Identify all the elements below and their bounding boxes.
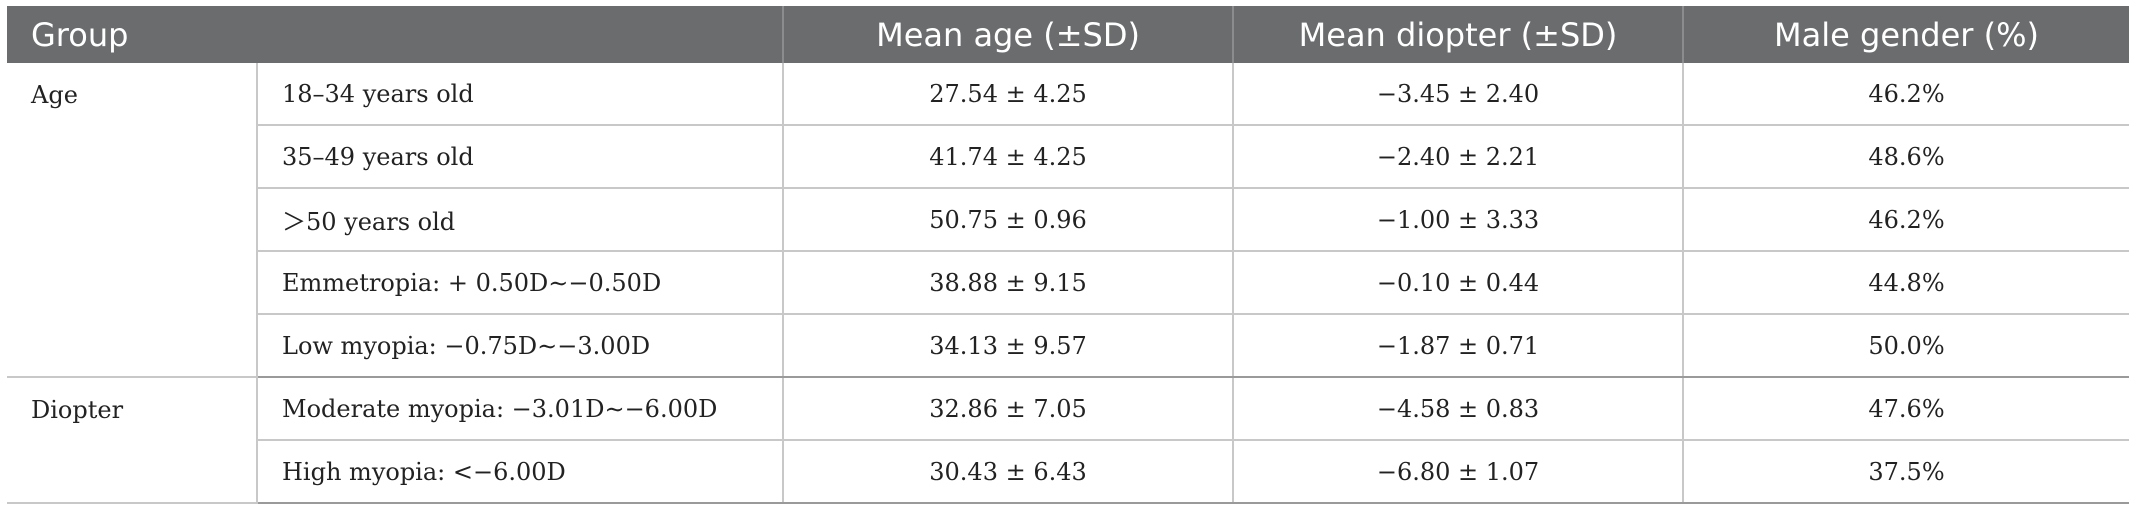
male-gender-value: 46.2%: [1682, 188, 2130, 252]
mean-age-value: 38.88 ± 9.15: [782, 251, 1234, 315]
header-male-gender: Male gender (%): [1682, 6, 2130, 63]
male-gender-value: 46.2%: [1682, 63, 2130, 126]
table-row: Diopter Moderate myopia: −3.01D∼−6.00D 3…: [7, 377, 2130, 504]
mean-age-value: 32.86 ± 7.05: [782, 377, 1234, 441]
male-gender-value: 47.6%: [1682, 377, 2130, 441]
table-row: Age 18–34 years old 27.54 ± 4.25 −3.45 ±…: [7, 63, 2130, 378]
mean-age-value: 41.74 ± 4.25: [782, 125, 1234, 189]
table-row: Low myopia: −0.75D∼−3.00D 34.13 ± 9.57 −…: [7, 314, 2130, 378]
table-body: Age 18–34 years old 27.54 ± 4.25 −3.45 ±…: [7, 63, 2130, 504]
header-row: Group Mean age (±SD) Mean diopter (±SD) …: [7, 6, 2130, 63]
male-gender-value: 50.0%: [1682, 314, 2130, 378]
mean-age-value: 34.13 ± 9.57: [782, 314, 1234, 378]
subgroup-label: ＞50 years old: [255, 188, 784, 252]
male-gender-value: 37.5%: [1682, 440, 2130, 504]
mean-diopter-value: −3.45 ± 2.40: [1232, 63, 1684, 126]
mean-age-value: 30.43 ± 6.43: [782, 440, 1234, 504]
header-mean-age: Mean age (±SD): [782, 6, 1234, 63]
subgroup-label: Moderate myopia: −3.01D∼−6.00D: [255, 377, 784, 441]
mean-diopter-value: −4.58 ± 0.83: [1232, 377, 1684, 441]
header-group: Group: [7, 6, 784, 63]
mean-diopter-value: −6.80 ± 1.07: [1232, 440, 1684, 504]
mean-diopter-value: −2.40 ± 2.21: [1232, 125, 1684, 189]
male-gender-value: 48.6%: [1682, 125, 2130, 189]
subgroup-label: 18–34 years old: [255, 63, 784, 126]
group-label-diopter: Diopter: [7, 377, 257, 504]
demographics-table: Group Mean age (±SD) Mean diopter (±SD) …: [7, 6, 2130, 504]
subgroup-label: 35–49 years old: [255, 125, 784, 189]
subgroup-label: Emmetropia: + 0.50D∼−0.50D: [255, 251, 784, 315]
table-header: Group Mean age (±SD) Mean diopter (±SD) …: [7, 6, 2130, 63]
male-gender-value: 44.8%: [1682, 251, 2130, 315]
subgroup-label: Low myopia: −0.75D∼−3.00D: [255, 314, 784, 378]
table-row: ＞50 years old 50.75 ± 0.96 −1.00 ± 3.33 …: [7, 188, 2130, 252]
group-label-age: Age: [7, 63, 257, 378]
table-row: High myopia: <−6.00D 30.43 ± 6.43 −6.80 …: [7, 440, 2130, 504]
mean-age-value: 50.75 ± 0.96: [782, 188, 1234, 252]
mean-diopter-value: −1.87 ± 0.71: [1232, 314, 1684, 378]
mean-age-value: 27.54 ± 4.25: [782, 63, 1234, 126]
table-row: 35–49 years old 41.74 ± 4.25 −2.40 ± 2.2…: [7, 125, 2130, 189]
table-row: Emmetropia: + 0.50D∼−0.50D 38.88 ± 9.15 …: [7, 251, 2130, 315]
mean-diopter-value: −0.10 ± 0.44: [1232, 251, 1684, 315]
subgroup-label: High myopia: <−6.00D: [255, 440, 784, 504]
header-mean-diopter: Mean diopter (±SD): [1232, 6, 1684, 63]
mean-diopter-value: −1.00 ± 3.33: [1232, 188, 1684, 252]
